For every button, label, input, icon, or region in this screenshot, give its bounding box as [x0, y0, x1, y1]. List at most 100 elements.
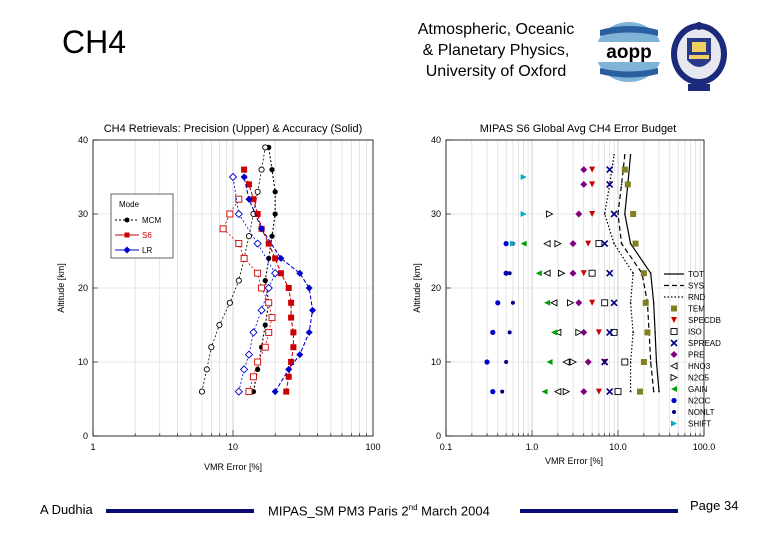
- s-mcm-precision-point: [262, 144, 269, 151]
- s-s6-accuracy-point: [245, 181, 252, 188]
- legend-mcm: MCM: [142, 216, 161, 225]
- aopp-logo: aopp: [594, 22, 664, 82]
- s-lr-accuracy-point: [305, 328, 313, 336]
- s-tem-point: [640, 270, 647, 277]
- s-rnd-point: [632, 331, 634, 334]
- s-n2o5-point: [557, 269, 566, 277]
- legend-n2oc-swatch: [671, 397, 677, 404]
- s-sys-point: [652, 390, 655, 393]
- s-n2o5-point: [554, 239, 562, 248]
- s-s6-accuracy-point: [288, 299, 295, 306]
- s-s6-accuracy-point: [241, 166, 248, 173]
- s-gain-point: [520, 240, 527, 247]
- s-tot-point: [652, 302, 655, 304]
- s-nonlt-point: [507, 330, 512, 335]
- s-s6-accuracy-point: [285, 285, 292, 291]
- s-tem-point: [636, 388, 643, 395]
- s-rnd-point: [613, 242, 615, 245]
- s-specdb-point: [589, 181, 596, 188]
- s-rnd-line: [604, 154, 634, 392]
- s-gain-point: [541, 388, 548, 395]
- left-legend-title: Mode: [119, 200, 140, 209]
- s-n2o5-point: [567, 299, 575, 307]
- s-lr-precision-point: [239, 365, 249, 374]
- r-ytick-label: 30: [431, 209, 441, 219]
- legend-tem: TEM: [688, 305, 705, 314]
- s-shift-point: [520, 174, 527, 180]
- s-hno3-point: [543, 239, 551, 248]
- s-pre-point: [580, 166, 588, 174]
- s-sys-line: [617, 154, 655, 392]
- s-rnd-point: [613, 154, 615, 156]
- s-tot-point: [654, 331, 656, 334]
- r-xtick-label: 1.0: [526, 442, 539, 452]
- s-rnd-point: [632, 272, 634, 274]
- right-series: [484, 154, 660, 396]
- s-spread-point: [606, 269, 614, 277]
- s-sys-point: [624, 154, 626, 156]
- legend-nonlt-swatch: [672, 410, 676, 414]
- left-grid: [92, 139, 373, 437]
- aopp-logo-text: aopp: [606, 42, 651, 63]
- s-mcm-precision-point: [198, 388, 205, 395]
- s-lr-precision-point: [234, 387, 243, 396]
- s-tot-point: [655, 361, 658, 363]
- s-sys-point: [620, 242, 623, 245]
- s-lr-precision-point: [264, 283, 273, 293]
- l-ytick-label: 30: [78, 209, 88, 219]
- s-s6-precision-point: [235, 240, 243, 248]
- legend-hno3: HNO3: [688, 362, 711, 371]
- s-mcm-accuracy-point: [262, 278, 268, 284]
- r-xtick-label: 10.0: [609, 442, 627, 452]
- right-x-label: VMR Error [%]: [545, 456, 603, 466]
- s-spread-point: [601, 358, 609, 366]
- l-ytick-label: 0: [83, 431, 88, 441]
- s-iso-point: [614, 388, 622, 396]
- s-s6-precision-point: [265, 299, 273, 307]
- s-nonlt-point: [500, 389, 505, 394]
- s-tem-point: [640, 359, 647, 365]
- s-hno3-point: [543, 269, 551, 277]
- s-s6-precision-point: [254, 269, 262, 277]
- s-n2oc-point: [503, 270, 509, 276]
- s-n2o5-point: [575, 328, 583, 337]
- s-lr-accuracy-point: [245, 195, 253, 203]
- s-spread-point: [610, 299, 618, 307]
- legend-s6: S6: [142, 231, 152, 240]
- l-xtick-label: 100: [365, 442, 380, 452]
- s-mcm-accuracy-point: [272, 211, 278, 217]
- s-pre-point: [569, 269, 577, 277]
- s-lr-precision-line: [232, 176, 276, 392]
- legend-tot: TOT: [688, 270, 704, 279]
- legend-hno3-swatch: [669, 362, 678, 370]
- s-s6-accuracy-point: [285, 373, 292, 380]
- s-s6-accuracy-point: [250, 196, 257, 203]
- institution-line-3: University of Oxford: [425, 63, 567, 80]
- s-iso-point: [588, 269, 596, 277]
- s-rnd-point: [629, 302, 632, 304]
- left-legend: Mode MCM S6 LR: [110, 193, 174, 259]
- legend-pre-swatch: [670, 351, 678, 358]
- s-iso-point: [595, 240, 603, 248]
- s-lr-accuracy-point: [285, 365, 293, 373]
- s-spread-point: [601, 240, 609, 248]
- left-ticks: 1 10 100 0 10 20 30 40: [78, 135, 381, 452]
- s-tot-point: [629, 242, 632, 245]
- s-sys-point: [620, 183, 623, 186]
- s-rnd-point: [603, 213, 606, 215]
- s-s6-accuracy-point: [290, 329, 297, 336]
- footer-event-prefix: MIPAS_SM PM3 Paris 2: [268, 503, 409, 519]
- s-pre-point: [575, 210, 583, 218]
- s-tot-point: [649, 272, 652, 274]
- s-mcm-precision-point: [254, 188, 261, 195]
- footer-event-suffix: March 2004: [417, 503, 490, 519]
- left-y-label: Altitude [km]: [56, 263, 66, 313]
- s-lr-precision-point: [253, 239, 262, 248]
- s-gain-point: [546, 359, 553, 365]
- s-s6-precision-point: [258, 284, 266, 292]
- s-pre-point: [580, 180, 588, 188]
- s-n2oc-point: [484, 359, 490, 365]
- legend-lr: LR: [142, 246, 152, 255]
- s-lr-accuracy-point: [277, 254, 285, 262]
- s-hno3-point: [549, 299, 558, 307]
